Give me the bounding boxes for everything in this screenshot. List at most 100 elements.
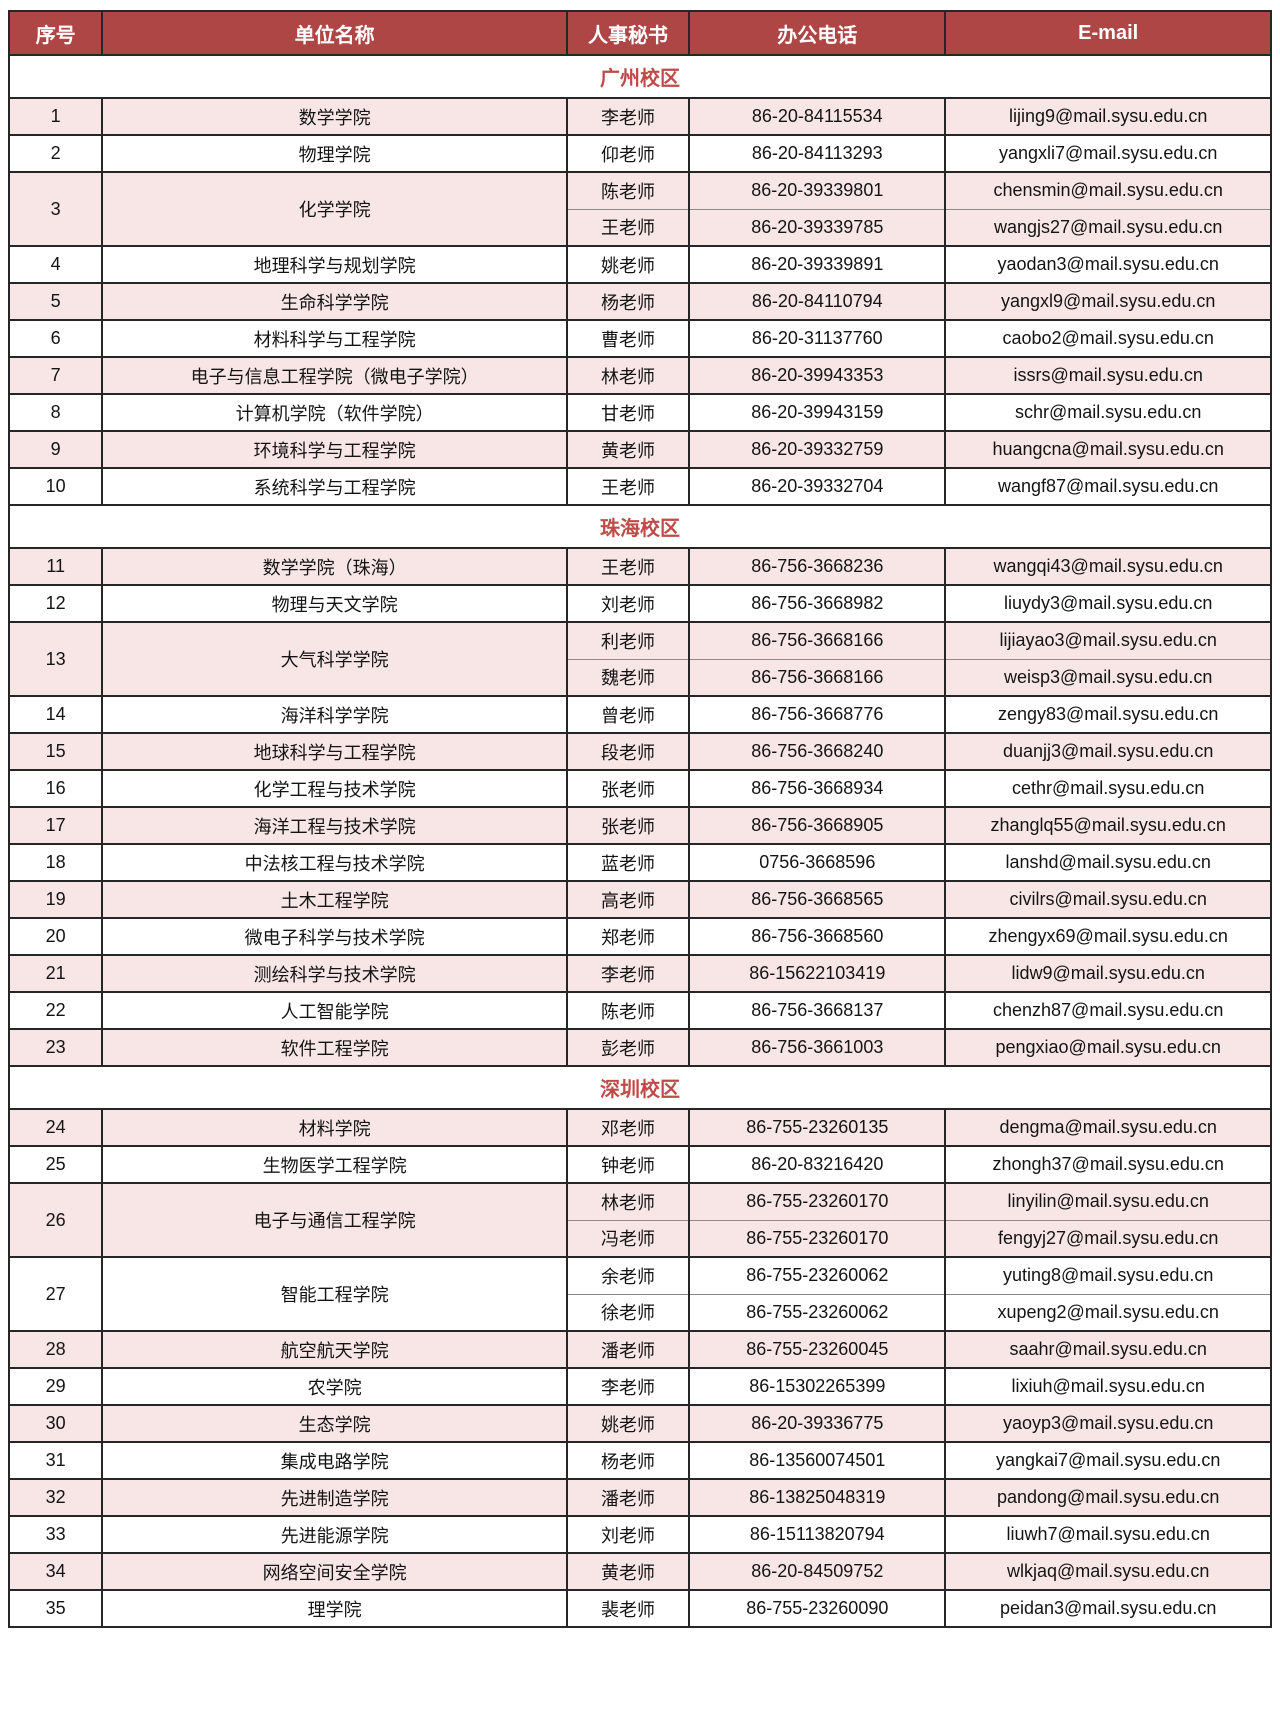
cell-secretary: 王老师 xyxy=(565,467,691,506)
section-title: 珠海校区 xyxy=(8,504,1272,549)
cell-secretary: 陈老师 xyxy=(565,991,691,1030)
cell-email: pandong@mail.sysu.edu.cn xyxy=(944,1478,1272,1517)
cell-unit: 集成电路学院 xyxy=(101,1441,568,1480)
cell-phone: 86-756-3668240 xyxy=(688,732,947,771)
table-row: 7 电子与信息工程学院（微电子学院） 林老师 86-20-39943353 issrs@… xyxy=(7,356,1272,395)
cell-no: 9 xyxy=(7,430,104,469)
cell-secretary: 黄老师 xyxy=(565,430,691,469)
cell-phone: 86-20-39943353 xyxy=(688,356,947,395)
cell-no: 15 xyxy=(7,732,104,771)
cell-secretary: 黄老师 xyxy=(565,1552,691,1591)
cell-no: 20 xyxy=(7,917,104,956)
cell-no: 31 xyxy=(7,1441,104,1480)
cell-secretary: 段老师 xyxy=(565,732,691,771)
cell-secretary: 徐老师 xyxy=(565,1293,691,1332)
table-row: 15 地球科学与工程学院 段老师 86-756-3668240 duanjj3@mail… xyxy=(7,732,1272,771)
cell-phone: 86-756-3661003 xyxy=(688,1028,947,1067)
cell-email: wangqi43@mail.sysu.edu.cn xyxy=(944,547,1272,586)
cell-email: lijiayao3@mail.sysu.edu.cn xyxy=(944,621,1272,660)
cell-phone: 86-756-3668166 xyxy=(688,658,947,697)
cell-email: yaoyp3@mail.sysu.edu.cn xyxy=(944,1404,1272,1443)
cell-no: 10 xyxy=(7,467,104,506)
table-row: 冯老师 86-755-23260170 fengyj27@mail.sysu.edu… xyxy=(9,1219,1272,1258)
cell-no: 30 xyxy=(7,1404,104,1443)
cell-secretary: 裴老师 xyxy=(565,1589,691,1628)
cell-phone: 86-755-23260045 xyxy=(688,1330,947,1369)
table-row: 12 物理与天文学院 刘老师 86-756-3668982 liuydy3@mail.s… xyxy=(7,584,1272,623)
cell-unit: 微电子科学与技术学院 xyxy=(101,917,568,956)
cell-unit: 电子与信息工程学院（微电子学院） xyxy=(101,356,568,395)
cell-secretary: 李老师 xyxy=(565,954,691,993)
cell-email: yangkai7@mail.sysu.edu.cn xyxy=(944,1441,1272,1480)
cell-unit: 先进能源学院 xyxy=(101,1515,568,1554)
table-row: 16 化学工程与技术学院 张老师 86-756-3668934 cethr@mail.s… xyxy=(7,769,1272,808)
cell-no: 17 xyxy=(7,806,104,845)
cell-email: dengma@mail.sysu.edu.cn xyxy=(944,1108,1272,1147)
cell-secretary: 张老师 xyxy=(565,806,691,845)
contacts-table: 序号 单位名称 人事秘书 办公电话 E-mail 广州校区 1 数学学院 李老师 86-… xyxy=(7,10,1272,1628)
cell-email: liuwh7@mail.sysu.edu.cn xyxy=(944,1515,1272,1554)
table-row: 34 网络空间安全学院 黄老师 86-20-84509752 wlkjaq@mail.s… xyxy=(7,1552,1272,1591)
cell-phone: 86-20-84110794 xyxy=(688,282,947,321)
cell-no: 34 xyxy=(7,1552,104,1591)
cell-unit: 化学工程与技术学院 xyxy=(101,769,568,808)
cell-no: 8 xyxy=(7,393,104,432)
cell-email: pengxiao@mail.sysu.edu.cn xyxy=(944,1028,1272,1067)
cell-secretary: 杨老师 xyxy=(565,1441,691,1480)
cell-secretary: 冯老师 xyxy=(565,1219,691,1258)
cell-unit: 材料学院 xyxy=(101,1108,568,1147)
cell-no: 25 xyxy=(7,1145,104,1184)
cell-no: 29 xyxy=(7,1367,104,1406)
cell-email: yangxli7@mail.sysu.edu.cn xyxy=(944,134,1272,173)
cell-secretary: 林老师 xyxy=(565,356,691,395)
table-row: 14 海洋科学学院 曾老师 86-756-3668776 zengy83@mail.sy… xyxy=(7,695,1272,734)
cell-phone: 86-15113820794 xyxy=(688,1515,947,1554)
cell-email: lanshd@mail.sysu.edu.cn xyxy=(944,843,1272,882)
cell-phone: 86-756-3668137 xyxy=(688,991,947,1030)
cell-phone: 86-756-3668560 xyxy=(688,917,947,956)
cell-unit: 材料科学与工程学院 xyxy=(101,319,568,358)
table-row: 35 理学院 裴老师 86-755-23260090 peidan3@mail.sysu… xyxy=(7,1589,1272,1628)
cell-no: 11 xyxy=(7,547,104,586)
table-row: 29 农学院 李老师 86-15302265399 lixiuh@mail.sysu.e… xyxy=(7,1367,1272,1406)
cell-email: duanjj3@mail.sysu.edu.cn xyxy=(944,732,1272,771)
cell-unit: 化学学院 xyxy=(101,171,568,247)
cell-no: 22 xyxy=(7,991,104,1030)
cell-email: zhengyx69@mail.sysu.edu.cn xyxy=(944,917,1272,956)
cell-email: zhongh37@mail.sysu.edu.cn xyxy=(944,1145,1272,1184)
cell-no: 4 xyxy=(7,245,104,284)
cell-email: lijing9@mail.sysu.edu.cn xyxy=(944,97,1272,136)
cell-email: lidw9@mail.sysu.edu.cn xyxy=(944,954,1272,993)
cell-phone: 86-756-3668934 xyxy=(688,769,947,808)
cell-no: 13 xyxy=(7,621,104,697)
table-row: 24 材料学院 邓老师 86-755-23260135 dengma@mail.sysu… xyxy=(7,1108,1272,1147)
cell-email: linyilin@mail.sysu.edu.cn xyxy=(944,1182,1272,1221)
table-row: 25 生物医学工程学院 钟老师 86-20-83216420 zhongh37@mail… xyxy=(7,1145,1272,1184)
cell-secretary: 仰老师 xyxy=(565,134,691,173)
cell-email: chenzh87@mail.sysu.edu.cn xyxy=(944,991,1272,1030)
cell-unit: 人工智能学院 xyxy=(101,991,568,1030)
cell-phone: 86-13560074501 xyxy=(688,1441,947,1480)
cell-unit: 物理与天文学院 xyxy=(101,584,568,623)
cell-no: 7 xyxy=(7,356,104,395)
section-row: 深圳校区 xyxy=(8,1065,1272,1110)
cell-email: civilrs@mail.sysu.edu.cn xyxy=(944,880,1272,919)
cell-email: schr@mail.sysu.edu.cn xyxy=(944,393,1272,432)
cell-secretary: 张老师 xyxy=(565,769,691,808)
cell-secretary: 邓老师 xyxy=(565,1108,691,1147)
table-row: 33 先进能源学院 刘老师 86-15113820794 liuwh7@mail.sys… xyxy=(7,1515,1272,1554)
cell-phone: 86-20-31137760 xyxy=(688,319,947,358)
cell-phone: 86-755-23260170 xyxy=(688,1182,947,1221)
cell-email: saahr@mail.sysu.edu.cn xyxy=(944,1330,1272,1369)
table-row: 5 生命科学学院 杨老师 86-20-84110794 yangxl9@mail.sys… xyxy=(7,282,1272,321)
cell-no: 35 xyxy=(7,1589,104,1628)
cell-email: zhanglq55@mail.sysu.edu.cn xyxy=(944,806,1272,845)
table-row: 4 地理科学与规划学院 姚老师 86-20-39339891 yaodan3@mail.… xyxy=(7,245,1272,284)
table-row: 17 海洋工程与技术学院 张老师 86-756-3668905 zhanglq55@ma… xyxy=(7,806,1272,845)
table-row: 30 生态学院 姚老师 86-20-39336775 yaoyp3@mail.sysu.… xyxy=(7,1404,1272,1443)
table-row: 10 系统科学与工程学院 王老师 86-20-39332704 wangf87@mail… xyxy=(7,467,1272,506)
cell-no: 6 xyxy=(7,319,104,358)
cell-unit: 先进制造学院 xyxy=(101,1478,568,1517)
cell-unit: 生态学院 xyxy=(101,1404,568,1443)
cell-secretary: 郑老师 xyxy=(565,917,691,956)
